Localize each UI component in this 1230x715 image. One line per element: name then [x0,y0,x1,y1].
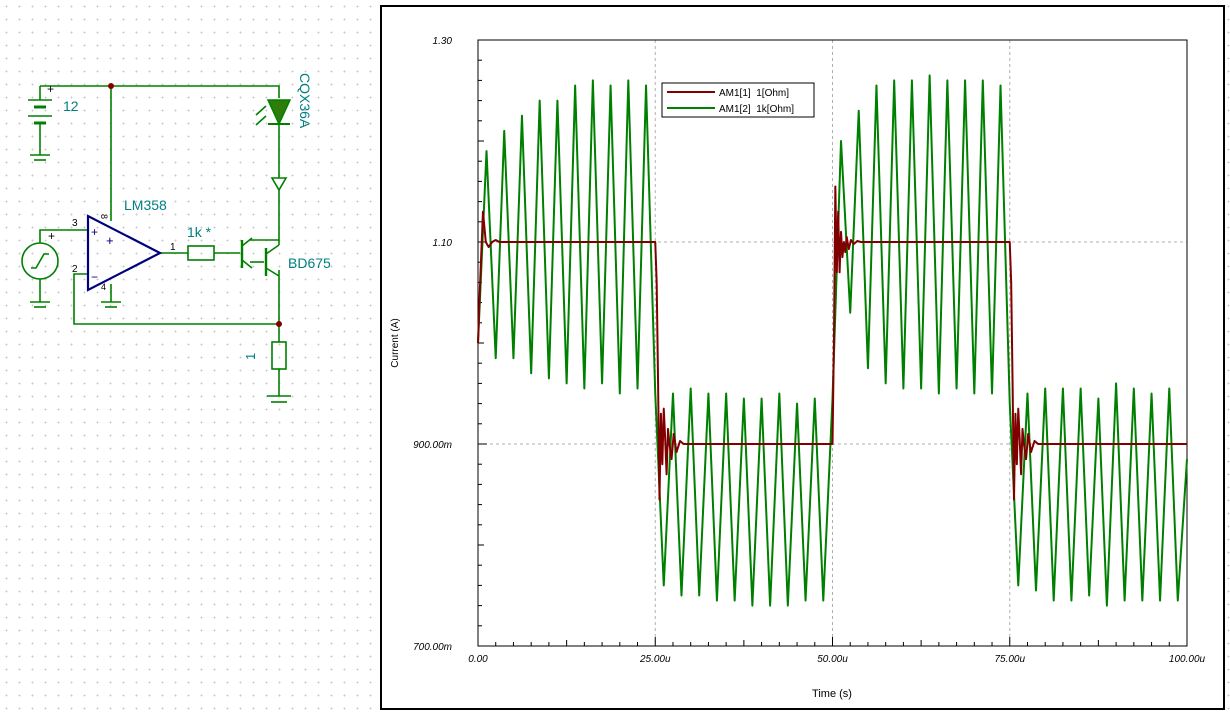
voltage-source-symbol [21,242,59,280]
axis-tick-labels: 0.00 25.00u 50.00u 75.00u 100.00u 700.00m 900.… [413,36,1205,665]
opamp-name-label: LM358 [124,197,167,213]
x-tick-label: 50.00u [817,654,848,665]
led-diode-symbol [266,99,292,126]
transistor-q2-c [265,244,280,255]
y-axis-label: Current (A) [390,318,401,367]
grid [478,40,1187,646]
opamp-pin-vcc: 8 [99,214,109,219]
y-tick-label: 1.30 [433,36,453,47]
x-tick-label: 0.00 [468,654,488,665]
axis-ticks [477,39,1188,647]
led-label: CQX36A [297,73,313,129]
opamp-plus-sign: + [91,225,98,239]
battery-value-label: 12 [63,98,79,114]
opamp-minus-sign: − [91,270,98,284]
opamp-pin-out: 1 [170,242,176,253]
series-line-1 [477,185,1187,501]
battery-plus-sign: + [47,82,54,96]
resistor-sense-symbol [271,341,287,370]
opamp-pin-minus: 2 [72,264,78,275]
node-dot [276,321,282,327]
legend: AM1[1] 1[Ohm] AM1[2] 1k[Ohm] [661,82,815,118]
led-light-icon [255,105,267,126]
x-tick-label: 75.00u [994,654,1025,665]
wire-source-top [39,229,88,243]
resistor-base-symbol [187,245,215,261]
x-axis-label: Time (s) [812,688,852,700]
transistor-q2-e [265,267,280,277]
current-vs-time-chart: 0.00 25.00u 50.00u 75.00u 100.00u 700.00m 900.… [390,36,1206,700]
transistor-q1-c [241,237,253,247]
opamp-pin-gnd: 4 [101,282,106,292]
circuit-schematic: + 12 LM358 8 3 2 4 1 + − + + 1k * BD675 … [21,73,331,403]
opamp-pin-plus: 3 [72,218,78,229]
resistor-base-label: 1k * [187,224,212,240]
x-tick-label: 25.00u [639,654,671,665]
y-tick-label: 900.00m [413,440,452,451]
y-tick-label: 700.00m [413,642,452,653]
resistor-sense-label: 1 [243,353,258,360]
wire-feedback [73,273,279,325]
opamp-center-plus: + [106,233,114,248]
ground-icon-battery [30,154,50,161]
ground-icon-source [30,301,50,308]
series-lines [477,74,1188,607]
legend-label-1: AM1[1] 1[Ohm] [719,88,789,99]
node-dot [108,83,114,89]
source-plus-sign: + [48,229,55,243]
y-tick-label: 1.10 [433,238,453,249]
step-waveform-icon [31,253,49,269]
transistor-q1-e [241,259,253,269]
legend-box [661,82,815,118]
ground-icon-opamp [101,301,121,308]
wire-top-rail [40,85,280,98]
transistor-label: BD675 [288,255,331,271]
opamp-symbol [86,214,163,292]
legend-label-2: AM1[2] 1k[Ohm] [719,104,794,115]
ground-icon-sense [267,395,291,403]
ammeter-probe-icon [270,177,288,192]
chart-panel: 0.00 25.00u 50.00u 75.00u 100.00u 700.00m 900.… [380,5,1225,710]
x-tick-label: 100.00u [1169,654,1206,665]
